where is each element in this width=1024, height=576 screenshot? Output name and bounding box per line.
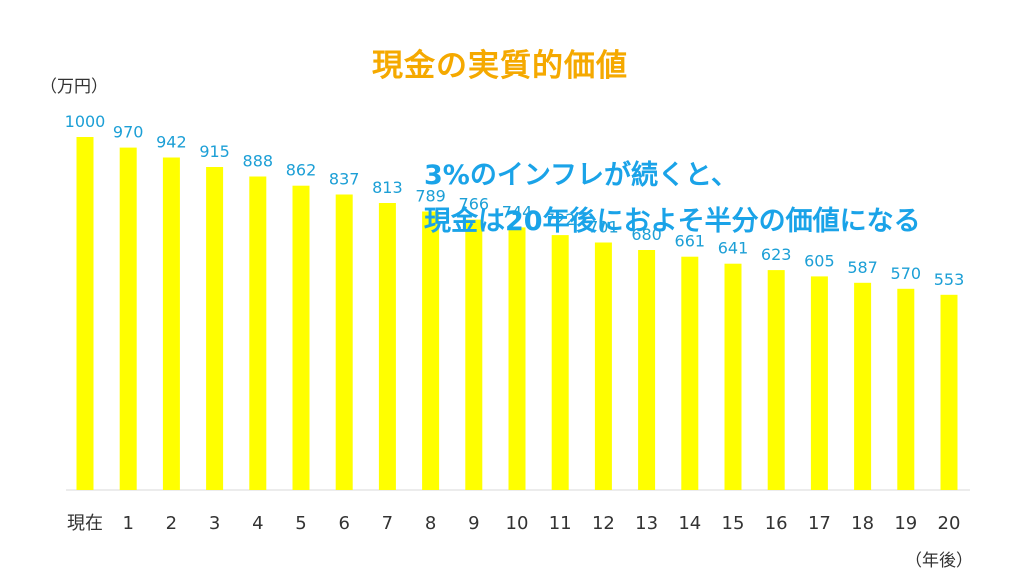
bar	[767, 270, 785, 490]
data-label: 1000	[65, 112, 106, 131]
bar	[76, 137, 94, 490]
bar	[162, 157, 180, 490]
bar	[724, 263, 742, 490]
x-tick-label: 12	[592, 513, 615, 534]
annotation-line-2: 現金は20年後におよそ半分の価値になる	[424, 206, 921, 237]
bar	[292, 185, 310, 490]
annotation-message: 3%のインフレが続くと、 現金は20年後におよそ半分の価値になる	[424, 153, 921, 245]
data-label: 680	[631, 225, 662, 244]
bar	[551, 235, 569, 490]
x-tick-label: 6	[338, 513, 349, 534]
data-label: 862	[286, 161, 317, 180]
x-tick-label: 1	[122, 513, 133, 534]
data-label: 888	[243, 152, 274, 171]
bar	[594, 242, 612, 490]
x-axis-unit: （年後）	[905, 551, 973, 571]
x-tick-label: 10	[506, 513, 529, 534]
data-label: 942	[156, 133, 187, 152]
data-label: 701	[588, 218, 619, 237]
x-tick-label: 17	[808, 513, 831, 534]
x-tick-label: 14	[678, 513, 701, 534]
data-label: 837	[329, 170, 360, 189]
bar	[465, 219, 483, 490]
bar	[249, 176, 267, 490]
x-tick-label: 9	[468, 513, 479, 534]
bar	[206, 167, 224, 490]
x-tick-label: 13	[635, 513, 658, 534]
x-tick-label: 18	[851, 513, 874, 534]
data-label: 766	[459, 195, 490, 214]
data-label: 605	[804, 251, 835, 270]
bar	[897, 288, 915, 490]
y-axis-unit: （万円）	[40, 77, 108, 97]
x-tick-label: 4	[252, 513, 263, 534]
bar	[335, 194, 353, 490]
x-tick-label: 5	[295, 513, 306, 534]
x-tick-label: 現在	[67, 513, 103, 534]
data-label: 587	[847, 258, 878, 277]
data-label: 641	[718, 239, 749, 258]
bar	[378, 203, 396, 490]
x-tick-label: 19	[894, 513, 917, 534]
bar	[119, 147, 137, 490]
bar	[681, 256, 699, 490]
chart-title: 現金の実質的価値	[372, 48, 628, 84]
data-label: 915	[199, 142, 230, 161]
x-tick-label: 7	[382, 513, 393, 534]
x-tick-label: 15	[722, 513, 745, 534]
data-label: 744	[502, 202, 533, 221]
bar	[854, 282, 872, 490]
data-label: 970	[113, 123, 144, 142]
data-label: 570	[891, 264, 922, 283]
data-label: 722	[545, 210, 576, 229]
bar	[810, 276, 828, 490]
bar	[422, 211, 440, 490]
x-tick-label: 16	[765, 513, 788, 534]
data-label: 553	[934, 270, 965, 289]
bar	[508, 227, 526, 490]
annotation-line-1: 3%のインフレが続くと、	[424, 160, 738, 191]
bar	[638, 250, 656, 490]
x-tick-label: 20	[938, 513, 961, 534]
data-label: 661	[675, 232, 706, 251]
data-label: 789	[415, 187, 446, 206]
bar	[940, 294, 958, 490]
x-tick-label: 8	[425, 513, 436, 534]
data-label: 623	[761, 245, 792, 264]
x-tick-label: 2	[166, 513, 177, 534]
x-tick-label: 11	[549, 513, 572, 534]
data-label: 813	[372, 178, 403, 197]
x-tick-label: 3	[209, 513, 220, 534]
